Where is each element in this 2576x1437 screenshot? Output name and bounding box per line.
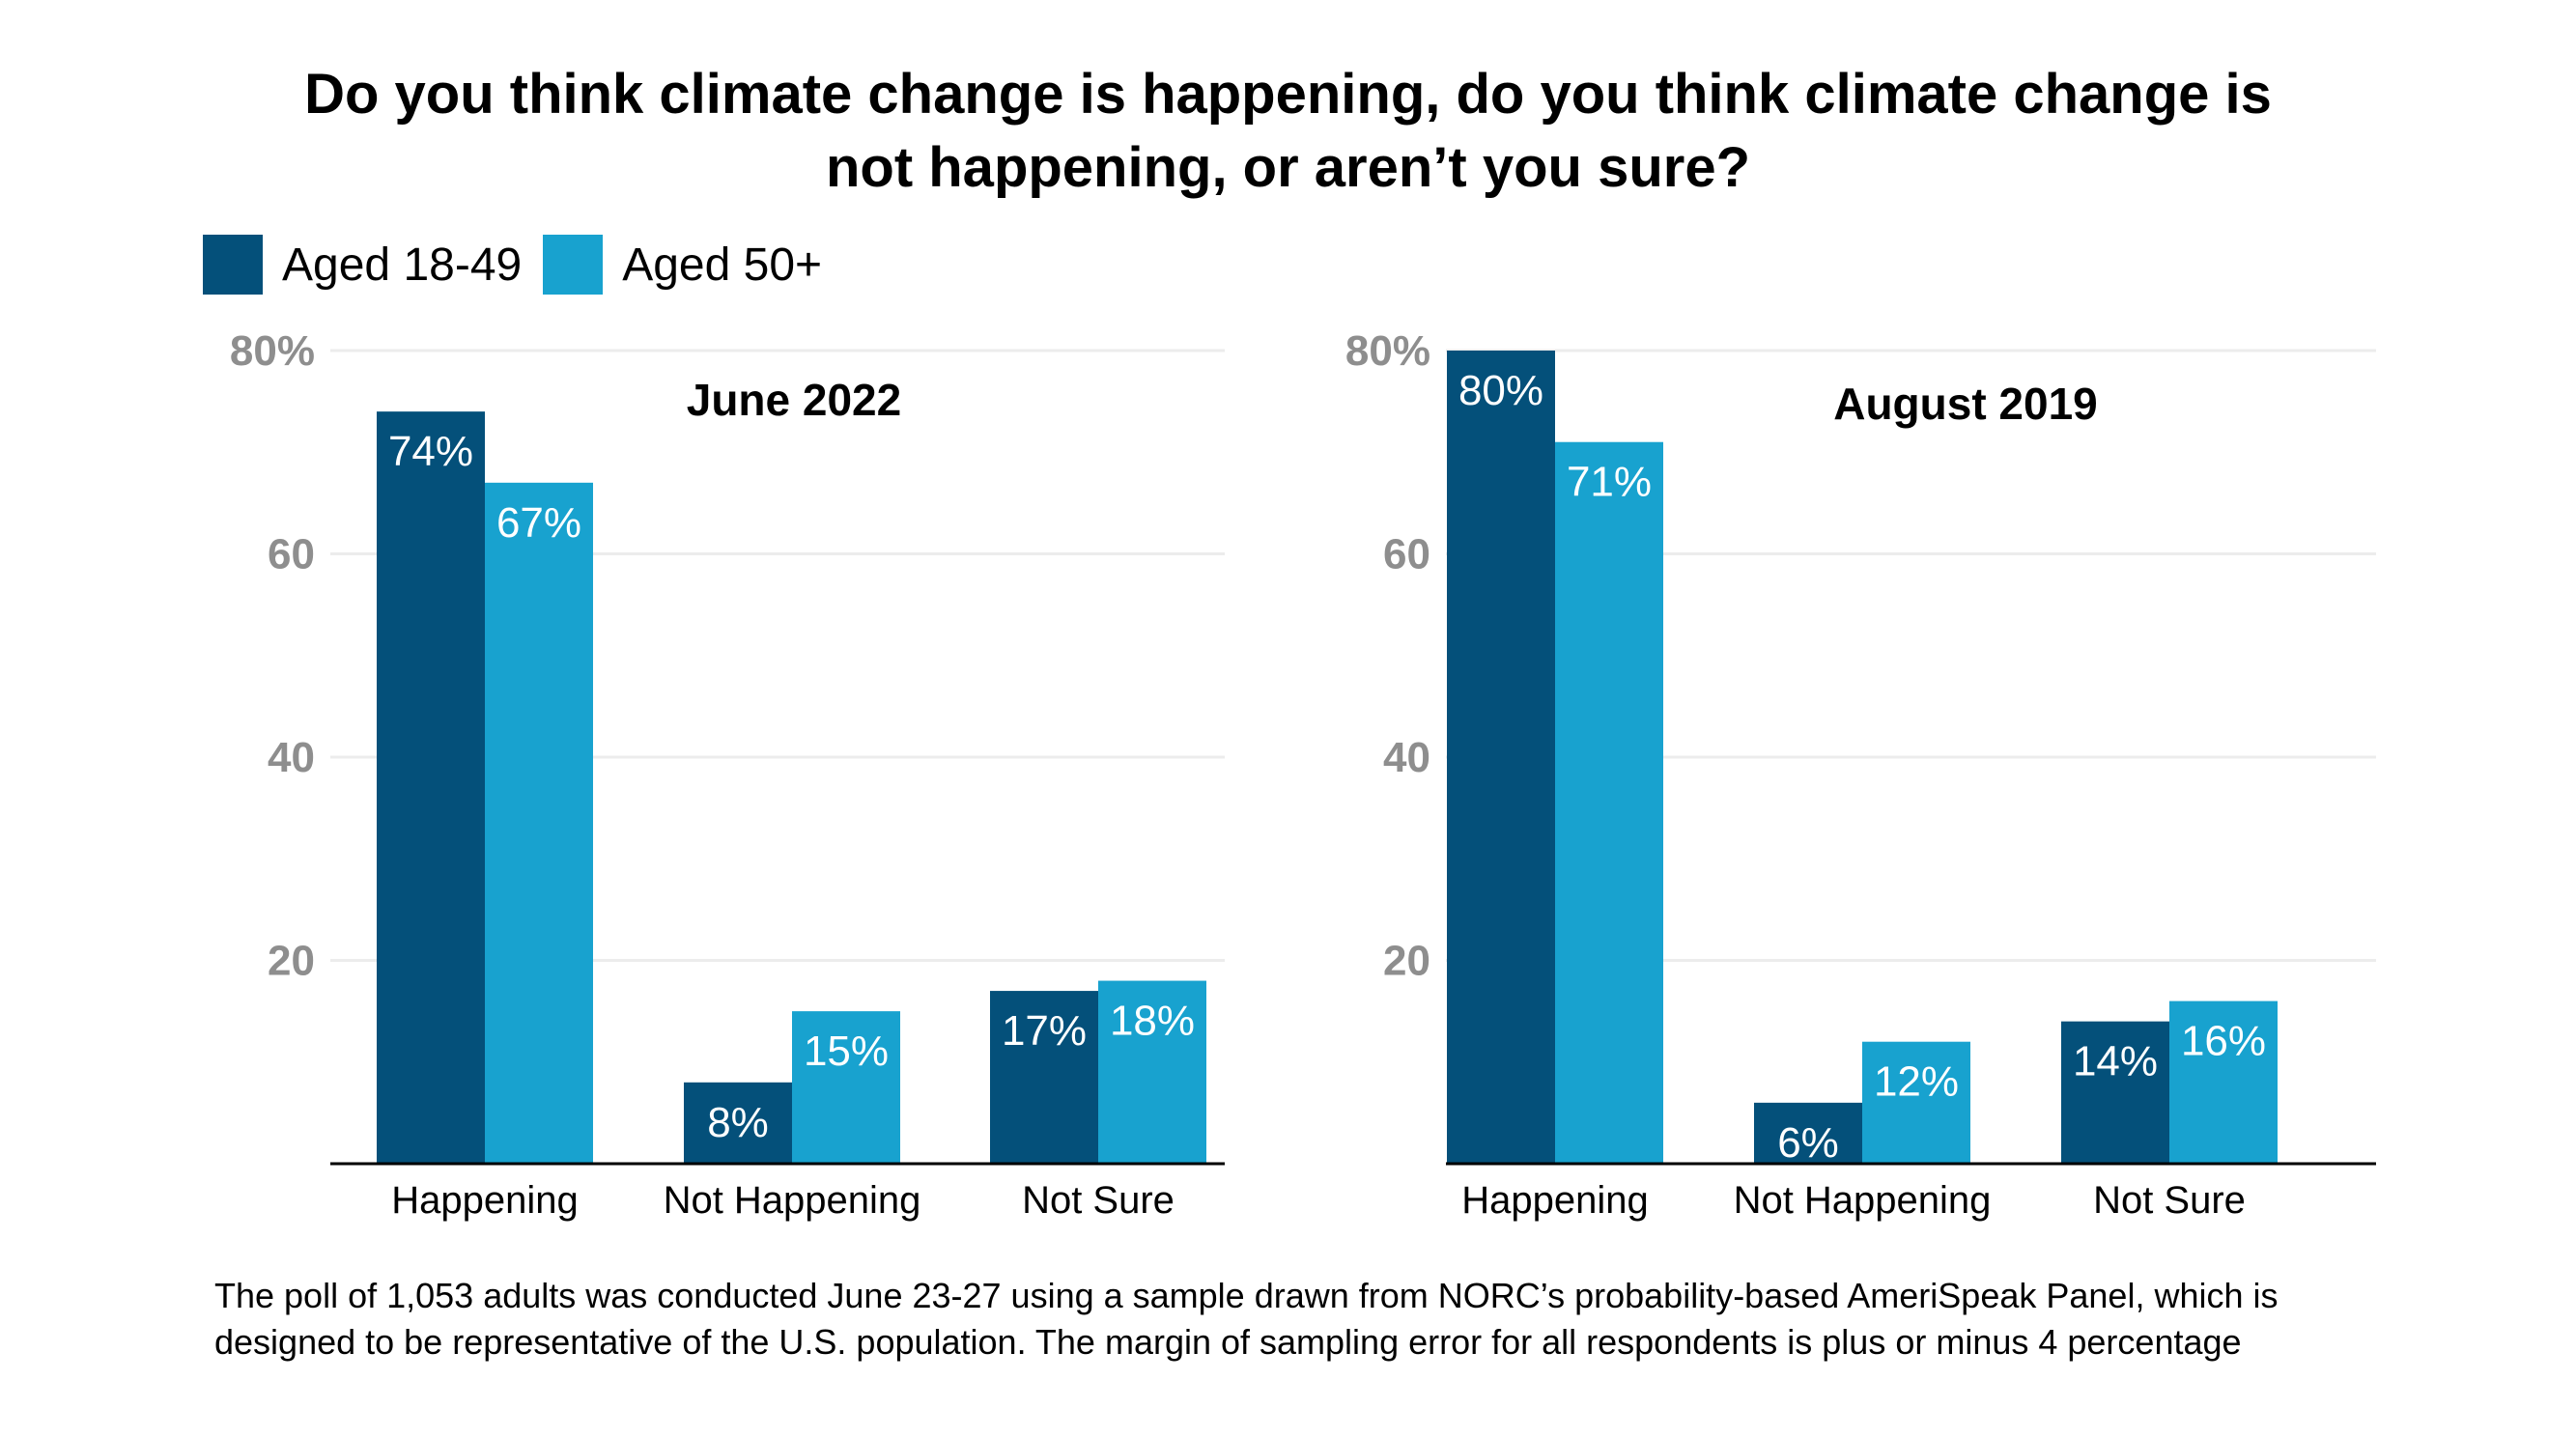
y-tick-label-80-panel-2: 80% (1345, 327, 1430, 375)
x-tick-label-1-panel-2: Not Happening (1734, 1179, 1992, 1222)
data-label-aged-18-49-2-panel-2: 14% (2073, 1038, 2158, 1085)
data-label-aged-50-plus-2-panel-1: 18% (1110, 998, 1195, 1045)
panel-title-1: June 2022 (687, 375, 901, 425)
panel-title-2: August 2019 (1833, 379, 2098, 429)
x-tick-label-1-panel-1: Not Happening (664, 1179, 921, 1222)
data-label-aged-50-plus-2-panel-2: 16% (2181, 1018, 2266, 1065)
y-tick-label-60-panel-2: 60 (1383, 531, 1430, 578)
x-tick-label-2-panel-2: Not Sure (2093, 1179, 2246, 1222)
data-label-aged-18-49-1-panel-1: 8% (707, 1099, 769, 1146)
charts-area: 20 40 60 80% 74% 67% Happening 8% 15% Not Happeni… (0, 0, 2576, 1255)
data-label-aged-50-plus-1-panel-2: 12% (1874, 1058, 1959, 1106)
footnote-line-1: The poll of 1,053 adults was conducted J… (214, 1273, 2436, 1319)
bar-aged-50-plus-0-panel-2 (1555, 442, 1663, 1164)
y-tick-label-20-panel-2: 20 (1383, 938, 1430, 985)
x-tick-label-0-panel-1: Happening (391, 1179, 579, 1222)
y-tick-label-20-panel-1: 20 (268, 938, 315, 985)
data-label-aged-50-plus-0-panel-2: 71% (1567, 459, 1652, 506)
data-label-aged-18-49-0-panel-2: 80% (1458, 367, 1543, 414)
bar-aged-50-plus-0-panel-1 (485, 483, 593, 1164)
y-tick-label-60-panel-1: 60 (268, 531, 315, 578)
y-tick-label-80-panel-1: 80% (230, 327, 315, 375)
y-tick-label-40-panel-1: 40 (268, 734, 315, 781)
footnote-line-2: designed to be representative of the U.S… (214, 1319, 2436, 1366)
bar-aged-18-49-0-panel-1 (377, 411, 485, 1164)
bar-aged-18-49-0-panel-2 (1447, 351, 1555, 1164)
y-tick-label-40-panel-2: 40 (1383, 734, 1430, 781)
data-label-aged-18-49-2-panel-1: 17% (1002, 1007, 1087, 1055)
data-label-aged-18-49-0-panel-1: 74% (388, 428, 473, 475)
x-tick-label-0-panel-2: Happening (1461, 1179, 1649, 1222)
data-label-aged-18-49-1-panel-2: 6% (1777, 1119, 1839, 1167)
footnote: The poll of 1,053 adults was conducted J… (214, 1273, 2436, 1366)
data-label-aged-50-plus-1-panel-1: 15% (804, 1028, 889, 1075)
x-tick-label-2-panel-1: Not Sure (1022, 1179, 1175, 1222)
data-label-aged-50-plus-0-panel-1: 67% (496, 499, 581, 547)
